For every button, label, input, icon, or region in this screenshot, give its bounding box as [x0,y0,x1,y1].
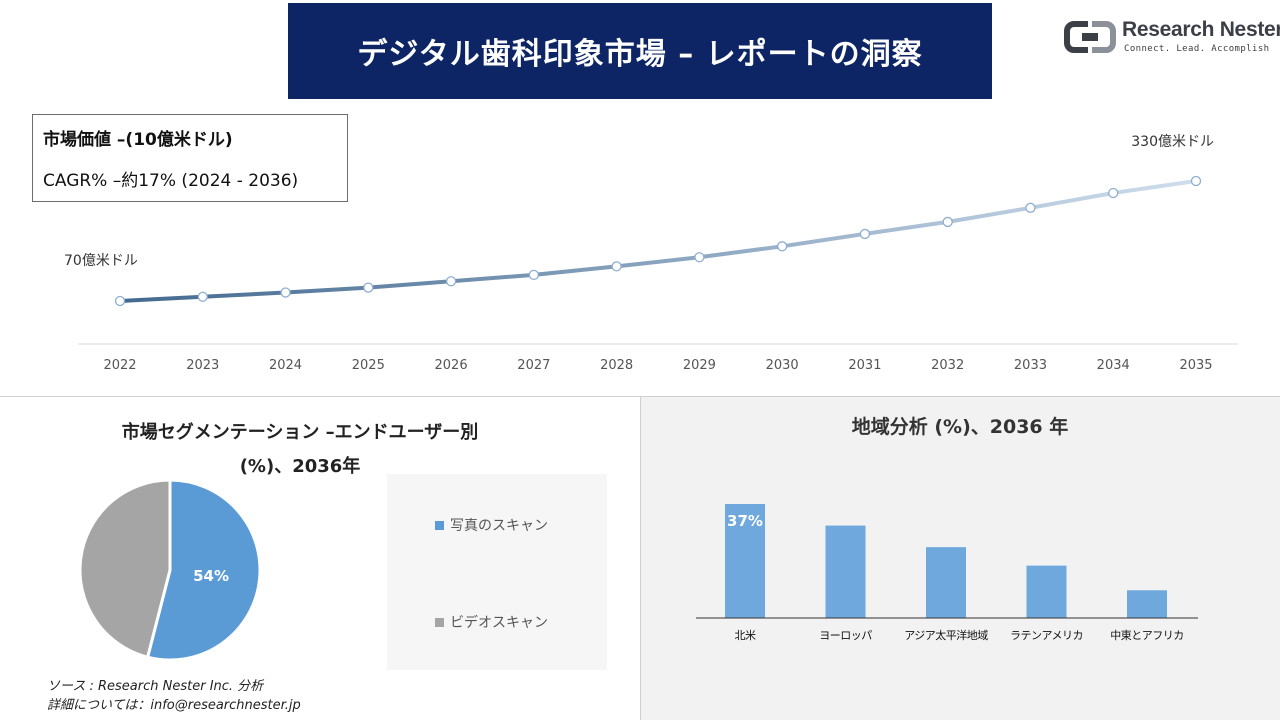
segmentation-title-line1: 市場セグメンテーション –エンドユーザー別 [121,422,479,443]
trend-line [118,179,1198,303]
end-user-pie-chart: 54% [78,478,262,662]
page-title: デジタル歯科印象市場 – レポートの洞察 [357,37,923,72]
pie-slice-0 [145,478,262,662]
bar-category-label-3: ラテンアメリカ [1010,629,1083,642]
data-point-2032 [942,216,953,228]
legend-item-video-scan: ビデオスキャン [435,612,548,632]
legend-swatch-blue [435,520,444,530]
x-tick-2026: 2026 [435,358,468,373]
data-point-2030 [777,241,788,252]
section-divider [0,396,1280,397]
bar-category-label-0: 北米 [735,629,756,642]
market-value-label: 市場価値 –(10億米ドル) [43,130,233,150]
x-tick-2032: 2032 [931,358,964,373]
data-point-2029 [694,252,705,263]
market-value-box: 市場価値 –(10億米ドル) CAGR% –約17% (2024 - 2036) [32,114,348,202]
legend-label-video-scan: ビデオスキャン [450,615,548,631]
x-tick-2029: 2029 [683,358,716,373]
market-growth-line-chart: 2022 2023 2024 2025 2026 2027 2028 2029 2030 2031… [64,134,1238,373]
regional-title: 地域分析 (%)、2036 年 [851,416,1069,438]
x-tick-2023: 2023 [186,358,219,373]
research-nester-logo: Research Nester Connect. Lead. Accomplis… [1064,18,1280,58]
bar-value-label-0: 37% [727,512,763,530]
bar-4 [1127,590,1167,618]
segmentation-title-line2: (%)、2036年 [239,456,361,477]
source-note: ソース : Research Nester Inc. 分析 詳細については：in… [47,677,301,715]
data-point-2025 [363,282,374,293]
data-point-2033 [1025,202,1036,213]
x-tick-2035: 2035 [1179,358,1212,373]
bar-1 [825,525,866,618]
logo-tagline: Connect. Lead. Accomplish [1124,44,1270,54]
data-point-2028 [611,261,622,272]
regional-bar-chart: 37% 北米 ヨーロッパ アジア太平洋地域 ラテンアメリカ 中東とアフリカ [696,504,1198,642]
x-tick-2031: 2031 [848,358,881,373]
bar-2 [926,547,966,618]
pie-slice-1 [78,478,172,659]
data-point-2026 [445,276,457,287]
title-banner: デジタル歯科印象市場 – レポートの洞察 [288,3,992,99]
x-tick-2028: 2028 [600,358,633,373]
data-point-2027 [528,269,539,281]
data-point-2023 [197,291,208,302]
bar-3 [1026,565,1067,618]
legend-swatch-gray [435,617,444,627]
data-point-2022 [114,295,126,307]
logo-name: Research Nester [1122,18,1280,41]
data-point-2034 [1108,187,1119,199]
legend-item-photo-scan: 写真のスキャン [435,515,548,535]
bar-0 [725,504,765,618]
bar-category-label-4: 中東とアフリカ [1110,629,1184,642]
x-tick-2025: 2025 [352,358,385,373]
x-tick-2030: 2030 [766,358,799,373]
x-tick-2024: 2024 [269,358,302,373]
data-point-2035 [1190,175,1202,187]
x-tick-2033: 2033 [1014,358,1047,373]
data-point-2024 [280,287,291,298]
data-point-2031 [859,228,871,240]
start-value-label: 70億米ドル [64,253,138,269]
contact-line: 詳細については：info@researchnester.jp [47,698,301,713]
source-line: ソース : Research Nester Inc. 分析 [47,679,264,694]
segmentation-title: 市場セグメンテーション –エンドユーザー別 (%)、2036年 [40,416,560,484]
x-tick-2027: 2027 [517,358,550,373]
legend-label-photo-scan: 写真のスキャン [450,518,548,534]
cagr-label: CAGR% –約17% (2024 - 2036) [43,171,299,191]
pie-legend: 写真のスキャン ビデオスキャン [387,474,607,670]
bar-category-label-1: ヨーロッパ [819,629,872,642]
end-value-label: 330億米ドル [1131,134,1214,150]
logo-mark-icon [1064,21,1116,53]
bar-category-label-2: アジア太平洋地域 [904,628,988,642]
x-tick-2022: 2022 [103,358,136,373]
x-tick-2034: 2034 [1097,358,1130,373]
pie-slice-label-0: 54% [193,567,229,585]
